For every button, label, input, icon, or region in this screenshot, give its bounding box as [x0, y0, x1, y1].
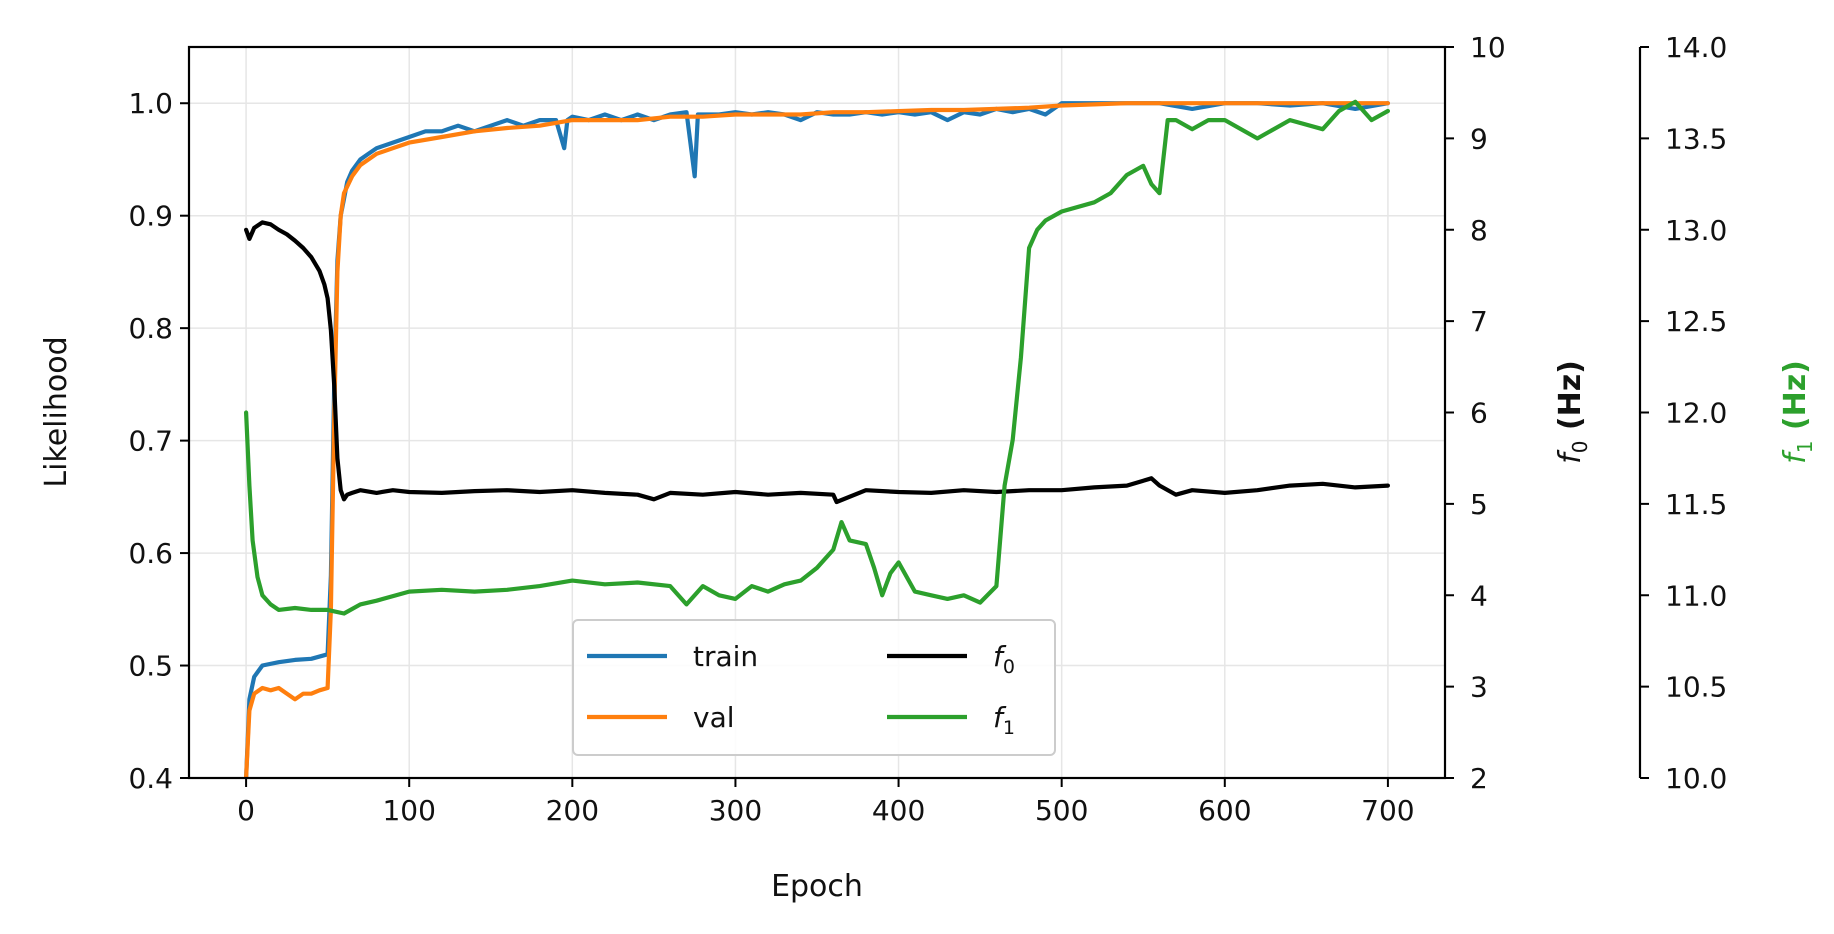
f0-y-tick-label: 8 — [1470, 214, 1488, 247]
f0-y-tick-label: 5 — [1470, 488, 1488, 521]
legend-label-main: train — [693, 640, 758, 673]
f1-y-tick-label: 13.5 — [1665, 122, 1727, 155]
left-y-tick-label: 0.9 — [128, 200, 173, 233]
right-y-axis-f0: 2 3 4 5 6 7 8 9 10 — [1445, 31, 1506, 795]
right-y-axis-f1: 10.0 10.5 11.0 11.5 12.0 12.5 13.0 13.5 14.0 — [1638, 31, 1727, 795]
f1-axis-title-unit: (Hz) — [1778, 360, 1813, 440]
series-line-val — [244, 101, 1391, 778]
f0-y-tick-label: 7 — [1470, 305, 1488, 338]
left-y-tick-label: 0.6 — [128, 537, 173, 570]
f0-y-tick-label: 2 — [1470, 762, 1488, 795]
f1-y-tick-label: 12.0 — [1665, 397, 1727, 430]
series-line-f1 — [244, 99, 1391, 616]
f1-axis-title: f1 (Hz) — [1778, 360, 1817, 464]
series-layer — [244, 99, 1391, 778]
series-line-f0 — [244, 220, 1391, 505]
legend-box — [572, 619, 1056, 756]
f1-axis-title-sub: 1 — [1793, 441, 1817, 454]
x-tick-label: 200 — [546, 794, 599, 827]
f0-y-tick-label: 3 — [1470, 671, 1488, 704]
grid-layer — [189, 47, 1445, 779]
f0-axis-title: f0 (Hz) — [1553, 360, 1592, 464]
left-y-tick-label: 0.5 — [128, 650, 173, 683]
x-tick-label: 300 — [709, 794, 762, 827]
f1-y-tick-label: 11.5 — [1665, 488, 1727, 521]
left-y-axis: 0.4 0.5 0.6 0.7 0.8 0.9 1.0 — [128, 87, 189, 795]
x-tick-label: 100 — [382, 794, 435, 827]
legend-label-main: val — [693, 701, 735, 734]
x-tick-label: 700 — [1361, 794, 1414, 827]
legend-label-sub: 1 — [1003, 717, 1015, 739]
f1-y-tick-label: 14.0 — [1665, 31, 1727, 64]
f0-y-tick-label: 9 — [1470, 122, 1488, 155]
left-y-axis-title: Likelihood — [39, 336, 74, 487]
left-y-tick-label: 0.7 — [128, 425, 173, 458]
f0-axis-title-unit: (Hz) — [1553, 360, 1588, 440]
f0-y-tick-label: 10 — [1470, 31, 1506, 64]
x-tick-label: 400 — [872, 794, 925, 827]
left-y-tick-label: 0.8 — [128, 312, 173, 345]
f1-y-tick-label: 12.5 — [1665, 305, 1727, 338]
f1-y-tick-label: 13.0 — [1665, 214, 1727, 247]
f1-y-tick-label: 11.0 — [1665, 579, 1727, 612]
legend-label-sub: 0 — [1003, 656, 1015, 678]
f0-axis-title-sub: 0 — [1568, 441, 1592, 454]
x-tick-label: 500 — [1035, 794, 1088, 827]
legend-label-val: val — [693, 701, 735, 734]
x-tick-label: 600 — [1198, 794, 1251, 827]
f1-y-tick-label: 10.5 — [1665, 671, 1727, 704]
f1-y-tick-label: 10.0 — [1665, 762, 1727, 795]
left-y-tick-label: 1.0 — [128, 87, 173, 120]
x-tick-label: 0 — [237, 794, 255, 827]
left-y-tick-label: 0.4 — [128, 762, 173, 795]
f0-y-tick-label: 6 — [1470, 397, 1488, 430]
x-axis: 0 100 200 300 400 500 600 700 — [237, 778, 1415, 827]
f0-y-tick-label: 4 — [1470, 579, 1488, 612]
x-axis-title: Epoch — [771, 869, 863, 904]
legend-label-train: train — [693, 640, 758, 673]
